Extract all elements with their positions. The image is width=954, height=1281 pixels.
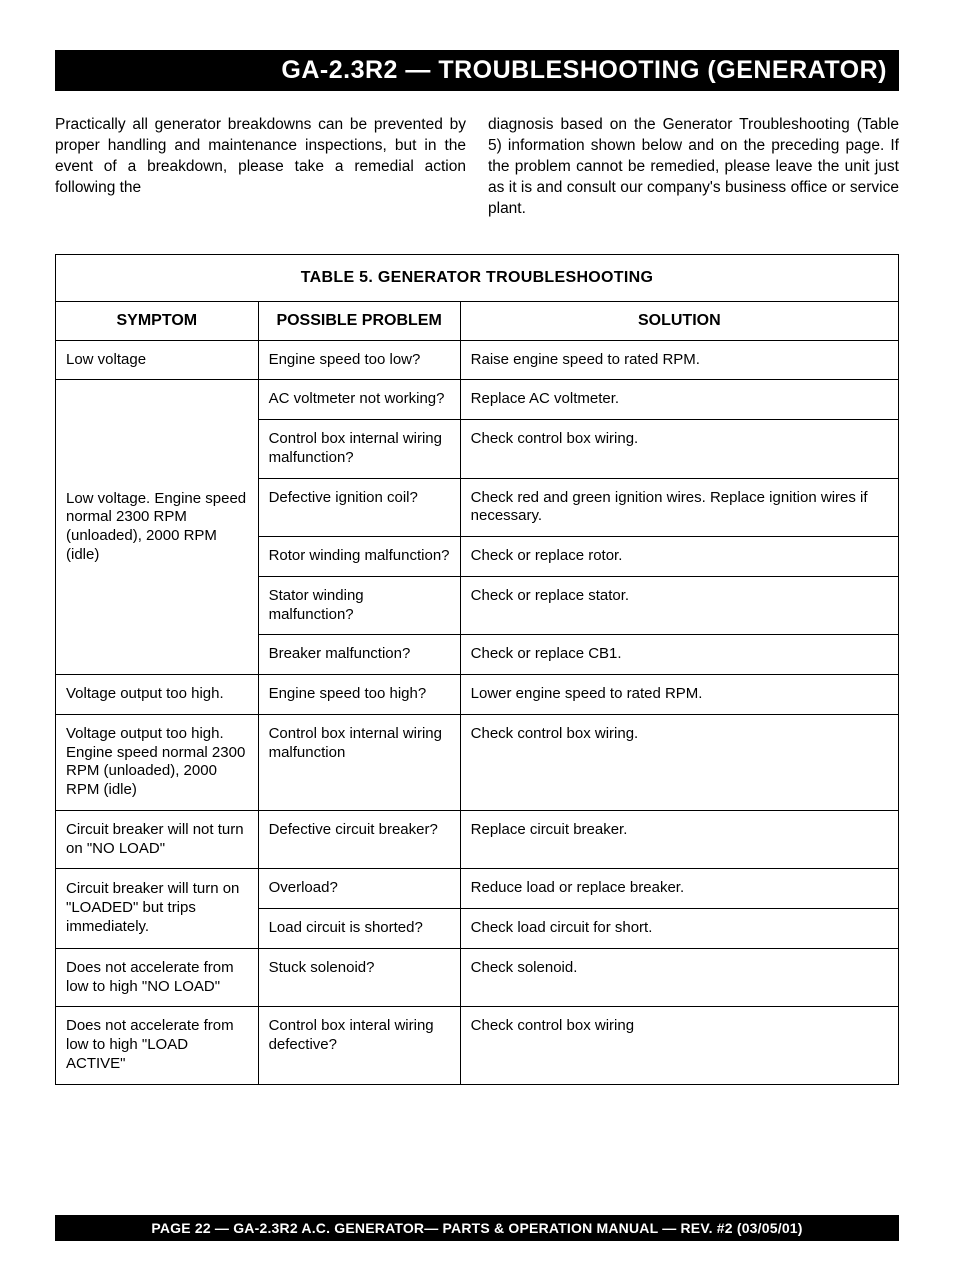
cell-symptom: Low voltage [56,340,258,380]
cell-problem: Control box internal wiring malfunction? [258,420,460,479]
table-title: TABLE 5. GENERATOR TROUBLESHOOTING [56,255,898,302]
cell-problem: Stator winding malfunction? [258,576,460,635]
table-row: Circuit breaker will turn on "LOADED" bu… [56,869,898,909]
cell-symptom: Circuit breaker will turn on "LOADED" bu… [56,869,258,949]
table-body: Low voltageEngine speed too low?Raise en… [56,340,898,1084]
cell-solution: Raise engine speed to rated RPM. [460,340,898,380]
cell-problem: Engine speed too low? [258,340,460,380]
cell-problem: Load circuit is shorted? [258,909,460,949]
cell-solution: Check or replace stator. [460,576,898,635]
cell-solution: Check control box wiring. [460,714,898,810]
col-symptom: SYMPTOM [56,302,258,341]
intro-col-right: diagnosis based on the Generator Trouble… [488,115,899,220]
col-solution: SOLUTION [460,302,898,341]
cell-problem: Rotor winding malfunction? [258,537,460,577]
cell-problem: Engine speed too high? [258,675,460,715]
cell-problem: Breaker malfunction? [258,635,460,675]
table-header-row: SYMPTOM POSSIBLE PROBLEM SOLUTION [56,302,898,341]
table-row: Circuit breaker will not turn on "NO LOA… [56,810,898,869]
cell-solution: Check load circuit for short. [460,909,898,949]
cell-problem: Defective ignition coil? [258,478,460,537]
table-row: Does not accelerate from low to high "LO… [56,1007,898,1084]
cell-symptom: Voltage output too high. [56,675,258,715]
table-row: Low voltage. Engine speed normal 2300 RP… [56,380,898,420]
intro-text: Practically all generator breakdowns can… [55,115,899,220]
table-row: Voltage output too high.Engine speed too… [56,675,898,715]
cell-solution: Lower engine speed to rated RPM. [460,675,898,715]
cell-symptom: Low voltage. Engine speed normal 2300 RP… [56,380,258,675]
troubleshooting-table: SYMPTOM POSSIBLE PROBLEM SOLUTION Low vo… [56,302,898,1084]
cell-solution: Check control box wiring [460,1007,898,1084]
table-row: Voltage output too high. Engine speed no… [56,714,898,810]
cell-solution: Replace circuit breaker. [460,810,898,869]
cell-problem: Defective circuit breaker? [258,810,460,869]
intro-col-left: Practically all generator breakdowns can… [55,115,466,220]
cell-solution: Check control box wiring. [460,420,898,479]
cell-problem: Control box internal wiring malfunction [258,714,460,810]
cell-symptom: Does not accelerate from low to high "LO… [56,1007,258,1084]
cell-solution: Check or replace rotor. [460,537,898,577]
cell-symptom: Circuit breaker will not turn on "NO LOA… [56,810,258,869]
cell-problem: AC voltmeter not working? [258,380,460,420]
table-row: Low voltageEngine speed too low?Raise en… [56,340,898,380]
table-row: Does not accelerate from low to high "NO… [56,948,898,1007]
col-problem: POSSIBLE PROBLEM [258,302,460,341]
cell-problem: Control box interal wiring defective? [258,1007,460,1084]
cell-symptom: Voltage output too high. Engine speed no… [56,714,258,810]
troubleshooting-table-wrap: TABLE 5. GENERATOR TROUBLESHOOTING SYMPT… [55,254,899,1085]
page-header-bar: GA-2.3R2 — TROUBLESHOOTING (GENERATOR) [55,50,899,91]
cell-symptom: Does not accelerate from low to high "NO… [56,948,258,1007]
cell-solution: Reduce load or replace breaker. [460,869,898,909]
cell-solution: Check red and green ignition wires. Repl… [460,478,898,537]
cell-solution: Check or replace CB1. [460,635,898,675]
cell-problem: Stuck solenoid? [258,948,460,1007]
cell-solution: Check solenoid. [460,948,898,1007]
page-footer-bar: PAGE 22 — GA-2.3R2 A.C. GENERATOR— PARTS… [55,1215,899,1241]
cell-problem: Overload? [258,869,460,909]
cell-solution: Replace AC voltmeter. [460,380,898,420]
